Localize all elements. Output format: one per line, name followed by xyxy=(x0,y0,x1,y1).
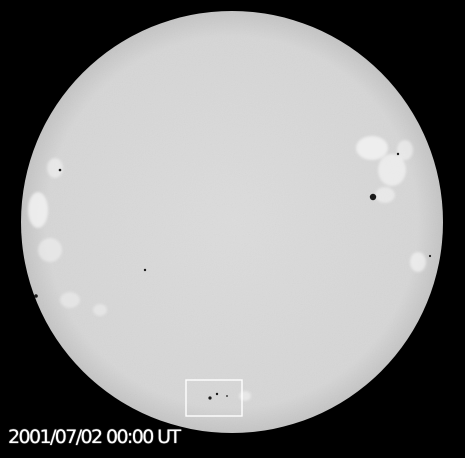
sunspot xyxy=(428,254,432,258)
timestamp-label: 2001/07/02 00:00 UT xyxy=(8,426,181,448)
bright-plage-regions xyxy=(28,136,426,401)
sunspot xyxy=(58,168,62,172)
sunspot xyxy=(369,193,377,201)
sunspot xyxy=(226,395,228,397)
disk-texture xyxy=(21,11,443,433)
sunspots xyxy=(34,152,432,400)
sunspot xyxy=(396,152,400,156)
sunspot xyxy=(34,294,38,298)
sunspot xyxy=(215,392,219,396)
sunspot xyxy=(143,268,147,272)
highlight-box xyxy=(185,379,243,417)
sunspot xyxy=(208,396,212,400)
